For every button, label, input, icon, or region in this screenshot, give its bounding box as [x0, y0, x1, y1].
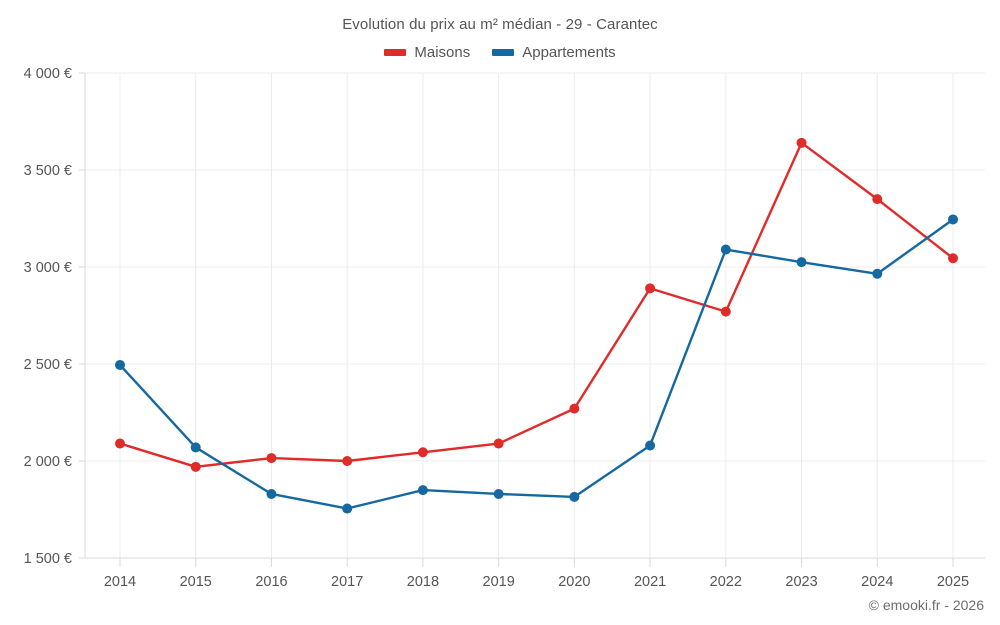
data-point-marker[interactable]	[190, 461, 201, 472]
series-markers	[115, 137, 958, 514]
x-axis-tick-label: 2016	[255, 574, 287, 590]
data-point-marker[interactable]	[342, 456, 353, 466]
x-axis-tick-label: 2022	[710, 574, 742, 590]
data-point-marker[interactable]	[115, 438, 125, 449]
data-point-marker[interactable]	[266, 453, 277, 464]
legend-swatch-appartements	[492, 49, 515, 56]
x-axis-tick-label: 2017	[331, 574, 363, 590]
x-axis-tick-label: 2021	[634, 574, 666, 590]
data-point-marker[interactable]	[493, 488, 504, 499]
x-axis-tick-label: 2014	[104, 574, 136, 590]
data-point-marker[interactable]	[115, 359, 125, 370]
data-point-marker[interactable]	[569, 491, 580, 502]
data-point-marker[interactable]	[948, 253, 958, 264]
series-line-appartements	[118, 218, 955, 510]
data-point-marker[interactable]	[796, 137, 807, 148]
data-point-marker[interactable]	[645, 440, 656, 451]
x-axis-tick-marks	[119, 558, 954, 567]
series-lines	[118, 141, 955, 510]
x-axis-tick-label: 2020	[558, 574, 590, 590]
y-axis-tick-label: 3 000 €	[24, 260, 72, 276]
x-axis-tick-label: 2025	[937, 574, 969, 590]
x-axis-tick-label: 2018	[407, 574, 439, 590]
y-axis-tick-label: 2 000 €	[24, 454, 72, 470]
x-axis-tick-label: 2024	[861, 574, 893, 590]
data-point-marker[interactable]	[493, 438, 504, 449]
x-axis-tick-label: 2023	[785, 574, 817, 590]
grid-lines	[79, 72, 985, 559]
x-axis-tick-label: 2019	[483, 574, 515, 590]
legend-swatch-maisons	[384, 49, 407, 56]
axis-lines	[84, 73, 985, 559]
data-point-marker[interactable]	[872, 194, 883, 205]
series-line-maisons	[118, 141, 955, 469]
legend-label-maisons: Maisons	[414, 44, 471, 61]
y-axis-tick-labels: 1 500 € 2 000 € 2 500 € 3 000 € 3 500 € 4 000…	[24, 66, 72, 567]
data-point-marker[interactable]	[266, 488, 277, 499]
data-point-marker[interactable]	[417, 447, 428, 458]
data-point-marker[interactable]	[645, 283, 656, 294]
y-axis-tick-label: 3 500 €	[24, 163, 72, 179]
data-point-marker[interactable]	[569, 403, 580, 414]
data-point-marker[interactable]	[417, 485, 428, 496]
legend-item-appartements[interactable]: Appartements	[492, 44, 616, 61]
x-axis-tick-label: 2015	[180, 574, 212, 590]
data-point-marker[interactable]	[720, 306, 731, 317]
chart-title: Evolution du prix au m² médian - 29 - Ca…	[342, 16, 658, 33]
data-point-marker[interactable]	[190, 442, 201, 453]
data-point-marker[interactable]	[796, 257, 807, 268]
data-point-marker[interactable]	[720, 244, 731, 255]
legend-label-appartements: Appartements	[522, 44, 616, 61]
y-axis-tick-label: 2 500 €	[24, 357, 72, 373]
chart-credit: © emooki.fr - 2026	[868, 597, 984, 613]
data-point-marker[interactable]	[872, 268, 883, 279]
y-axis-tick-label: 1 500 €	[24, 551, 72, 567]
legend-item-maisons[interactable]: Maisons	[384, 44, 470, 61]
chart-legend: Maisons Appartements	[0, 44, 1000, 61]
y-axis-tick-label: 4 000 €	[24, 66, 72, 82]
x-axis-tick-labels: 2014 2015 2016 2017 2018 2019 2020 2021 2022 2023…	[104, 574, 969, 590]
data-point-marker[interactable]	[342, 503, 353, 514]
data-point-marker[interactable]	[948, 214, 958, 225]
